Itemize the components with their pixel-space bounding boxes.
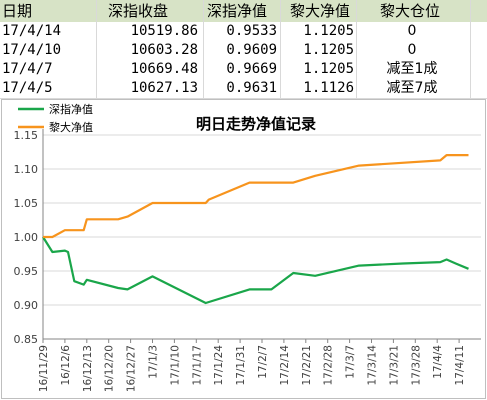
legend-label: 深指净值	[49, 102, 93, 116]
column-divider	[356, 0, 357, 98]
y-tick-label: 0.85	[14, 333, 39, 346]
x-tick-label: 17/2/21	[301, 345, 313, 385]
x-tick-label: 17/3/7	[345, 345, 357, 379]
chart-svg: 0.85 0.90 0.95 1.00 1.05 1.10 1.15 16/11/29 16/1…	[1, 99, 486, 399]
x-tick-label: 17/4/11	[454, 345, 466, 385]
x-tick-label: 17/4/4	[432, 345, 444, 379]
legend-label: 黎大净值	[49, 120, 93, 134]
x-tick-label: 17/1/17	[191, 345, 203, 385]
column-divider	[203, 0, 204, 98]
column-divider	[280, 0, 281, 98]
cell-sz-nav[interactable]: 0.9609	[226, 42, 277, 58]
cell-sz-nav[interactable]: 0.9631	[226, 80, 277, 96]
table-row: 17/4/10 10603.28 0.9609 1.1205 0	[0, 41, 487, 61]
x-tick-label: 17/2/14	[279, 345, 291, 386]
y-tick-label: 1.00	[14, 231, 39, 244]
cell-sz-close[interactable]: 10603.28	[130, 42, 198, 58]
x-tick-label: 17/3/14	[367, 345, 379, 386]
column-divider	[96, 0, 97, 98]
cell-date[interactable]: 17/4/5	[2, 80, 53, 96]
y-tick-label: 0.95	[14, 265, 39, 278]
x-tick-label: 16/12/20	[104, 345, 116, 392]
cell-lida-position[interactable]: 减至7成	[386, 80, 438, 96]
cell-date[interactable]: 17/4/7	[2, 61, 53, 77]
spreadsheet-table: 日期 深指收盘 深指净值 黎大净值 黎大仓位 17/4/14 10519.86 …	[0, 0, 487, 99]
table-row: 17/4/14 10519.86 0.9533 1.1205 0	[0, 22, 487, 42]
line-chart[interactable]: 0.85 0.90 0.95 1.00 1.05 1.10 1.15 16/11/29 16/1…	[0, 98, 487, 400]
x-tick-label: 16/12/27	[126, 345, 138, 392]
series-line-lida-nav	[43, 153, 469, 239]
y-tick-label: 1.10	[14, 163, 39, 176]
header-sz-nav[interactable]: 深指净值	[207, 2, 268, 20]
cell-date[interactable]: 17/4/10	[2, 42, 62, 58]
cell-lida-position[interactable]: 0	[407, 42, 417, 58]
cell-sz-close[interactable]: 10519.86	[130, 23, 198, 39]
x-tick-label: 17/1/3	[148, 345, 160, 379]
cell-lida-position[interactable]: 减至1成	[386, 61, 438, 77]
x-tick-label: 17/2/28	[323, 345, 335, 385]
cell-sz-close[interactable]: 10669.48	[130, 61, 198, 77]
x-tick-label: 17/1/31	[235, 345, 247, 385]
y-tick-label: 0.90	[14, 299, 39, 312]
cell-sz-nav[interactable]: 0.9669	[226, 61, 277, 77]
header-lida-nav[interactable]: 黎大净值	[290, 2, 351, 20]
cell-sz-close[interactable]: 10627.13	[130, 80, 198, 96]
cell-lida-nav[interactable]: 1.1205	[303, 23, 354, 39]
cell-lida-nav[interactable]: 1.1205	[303, 42, 354, 58]
cell-sz-nav[interactable]: 0.9533	[226, 23, 277, 39]
series-line-sz-nav	[42, 236, 469, 305]
table-row: 17/4/7 10669.48 0.9669 1.1205 减至1成	[0, 60, 487, 80]
cell-date[interactable]: 17/4/14	[2, 23, 62, 39]
x-tick-label: 16/12/13	[82, 345, 94, 392]
x-tick-label: 17/3/21	[388, 345, 400, 385]
chart-title: 明日走势净值记录	[196, 115, 316, 133]
y-tick-label: 1.05	[14, 197, 39, 210]
column-divider	[470, 0, 471, 98]
x-tick-label: 17/1/10	[169, 345, 181, 385]
x-tick-label: 17/3/28	[410, 345, 422, 385]
y-tick-label: 1.15	[14, 129, 39, 142]
x-tick-label: 17/1/24	[213, 345, 225, 386]
table-row: 17/4/5 10627.13 0.9631 1.1126 减至7成	[0, 79, 487, 99]
cell-lida-nav[interactable]: 1.1205	[303, 61, 354, 77]
x-tick-label: 17/2/7	[257, 345, 269, 379]
table-header-row: 日期 深指收盘 深指净值 黎大净值 黎大仓位	[0, 0, 487, 23]
x-tick-label: 16/11/29	[38, 345, 50, 392]
header-lida-position[interactable]: 黎大仓位	[380, 2, 441, 20]
cell-lida-position[interactable]: 0	[407, 23, 417, 39]
x-tick-label: 16/12/6	[60, 345, 72, 386]
cell-lida-nav[interactable]: 1.1126	[303, 80, 354, 96]
chart-frame	[1, 99, 486, 399]
header-date[interactable]: 日期	[2, 2, 33, 20]
header-sz-close[interactable]: 深指收盘	[108, 2, 169, 20]
